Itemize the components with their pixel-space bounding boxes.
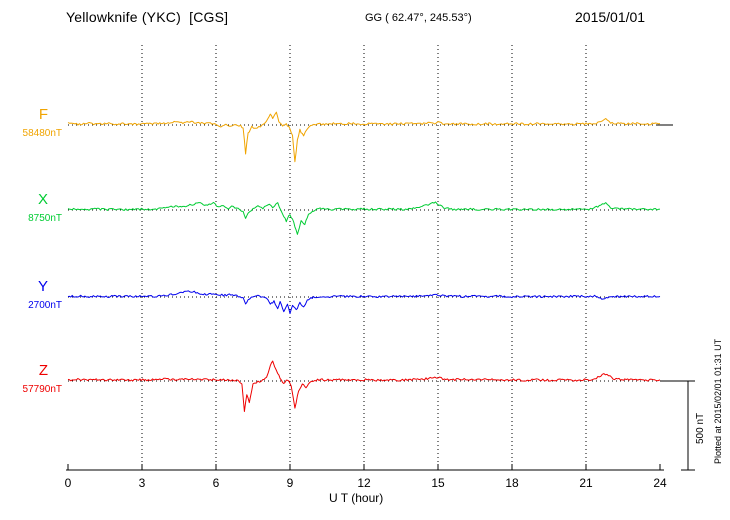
channel-baseline-value-F: 58480nT xyxy=(22,128,62,139)
trace-Z xyxy=(67,360,661,412)
gg-coordinates: GG ( 62.47°, 245.53°) xyxy=(365,12,472,24)
x-axis-tick-label: 21 xyxy=(579,476,593,490)
trace-X xyxy=(67,201,661,235)
channel-label-F: F xyxy=(38,106,48,123)
x-axis-tick-label: 15 xyxy=(431,476,445,490)
x-axis-label: U T (hour) xyxy=(329,491,384,505)
channel-baseline-value-Y: 2700nT xyxy=(28,300,62,311)
x-axis-tick-label: 6 xyxy=(212,476,220,490)
channel-baseline-value-Z: 57790nT xyxy=(22,384,62,395)
channel-baseline-value-X: 8750nT xyxy=(28,213,62,224)
date-label: 2015/01/01 xyxy=(575,9,646,25)
x-axis-tick-label: 12 xyxy=(357,476,371,490)
trace-Y xyxy=(67,290,661,314)
x-axis-tick-label: 24 xyxy=(653,476,667,490)
scale-bar-label: 500 nT xyxy=(695,412,706,444)
plotted-at-label: Plotted at 2015/02/01 01:31 UT xyxy=(713,338,723,464)
x-axis-tick-label: 9 xyxy=(286,476,294,490)
channel-label-Z: Z xyxy=(38,362,48,379)
x-axis-tick-label: 18 xyxy=(505,476,519,490)
channel-label-X: X xyxy=(37,191,48,208)
x-axis-tick-label: 3 xyxy=(138,476,146,490)
x-axis-tick-label: 0 xyxy=(64,476,72,490)
station-title: Yellowknife (YKC) [CGS] xyxy=(66,9,229,25)
trace-F xyxy=(67,111,661,163)
channel-label-Y: Y xyxy=(37,278,48,295)
